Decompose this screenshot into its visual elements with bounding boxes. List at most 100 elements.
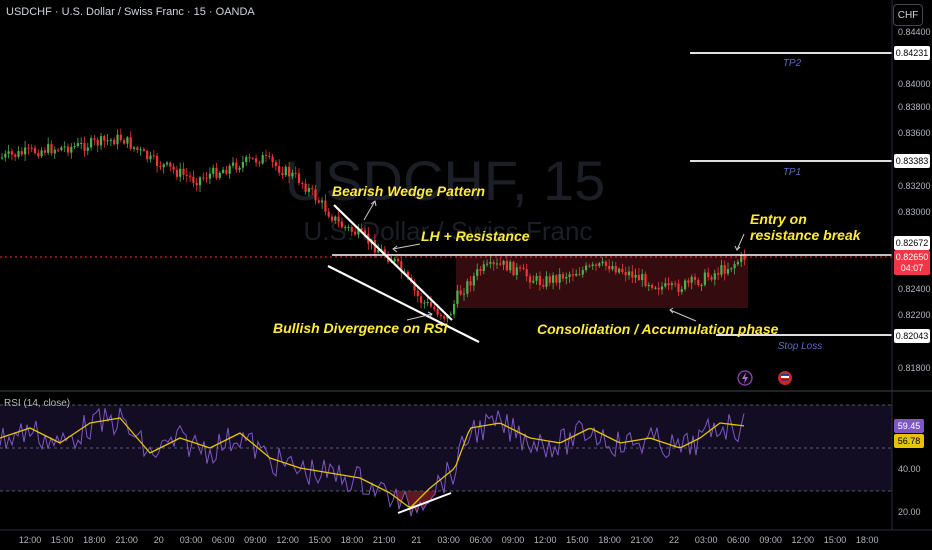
candle-body <box>261 155 264 164</box>
candle-body <box>684 280 687 290</box>
candle-body <box>436 309 439 315</box>
candle-body <box>542 285 545 287</box>
candle-body <box>456 290 459 304</box>
candle-body <box>218 172 221 178</box>
candle-body <box>512 261 515 276</box>
time-tick: 03:00 <box>180 535 203 545</box>
candle-body <box>43 150 46 153</box>
wedge-lower-line[interactable] <box>327 265 480 343</box>
candle-body <box>654 287 657 289</box>
candle-body <box>274 162 277 166</box>
svg-text:0.82043: 0.82043 <box>896 331 929 341</box>
candle-body <box>644 274 647 287</box>
candle-body <box>466 281 469 294</box>
time-tick: 18:00 <box>598 535 621 545</box>
candle-body <box>604 261 607 266</box>
candle-body <box>27 147 30 149</box>
flag-icon[interactable] <box>778 371 792 385</box>
candle-body <box>73 145 76 147</box>
price-axis[interactable]: 0.84400 0.84000 0.83800 0.83600 0.83200 … <box>898 27 931 373</box>
candle-body <box>453 303 456 315</box>
candle-body <box>420 296 423 303</box>
candle-body <box>591 264 594 267</box>
wedge-upper-line[interactable] <box>333 204 453 321</box>
annotation-entry-line2: resistance break <box>750 227 862 243</box>
time-tick: 09:00 <box>502 535 525 545</box>
candle-body <box>608 265 611 270</box>
time-tick: 15:00 <box>566 535 589 545</box>
candle-body <box>667 283 670 286</box>
candle-body <box>581 270 584 275</box>
candle-body <box>743 254 746 260</box>
candle-body <box>195 182 198 186</box>
candle-body <box>459 290 462 295</box>
candle-body <box>651 284 654 288</box>
svg-text:56.78: 56.78 <box>898 436 921 446</box>
candle-body <box>70 146 73 153</box>
svg-text:59.45: 59.45 <box>898 421 921 431</box>
candle-body <box>383 249 386 256</box>
wedge-arrow <box>363 200 376 221</box>
candle-body <box>334 216 337 221</box>
candle-body <box>519 267 522 269</box>
flash-icon[interactable] <box>737 370 753 386</box>
candle-body <box>601 261 604 264</box>
candle-body <box>486 263 489 265</box>
entry-arrow-head <box>734 245 741 251</box>
candlestick-series <box>0 128 746 323</box>
candle-body <box>532 280 535 283</box>
svg-text:0.84231: 0.84231 <box>896 48 929 58</box>
time-tick: 15:00 <box>51 535 74 545</box>
candle-body <box>113 139 116 145</box>
annotation-lh-resistance: LH + Resistance <box>421 228 530 244</box>
candle-body <box>179 168 182 177</box>
candle-body <box>156 155 159 167</box>
candle-body <box>66 146 70 153</box>
candle-body <box>4 153 7 158</box>
candle-body <box>627 271 631 276</box>
candle-body <box>103 136 106 141</box>
time-tick: 03:00 <box>437 535 460 545</box>
candle-body <box>707 272 710 278</box>
candle-body <box>568 274 571 277</box>
candle-body <box>83 143 86 151</box>
candle-body <box>515 267 518 276</box>
candle-body <box>24 147 27 155</box>
candle-body <box>106 140 109 142</box>
candle-body <box>208 173 211 179</box>
candle-body <box>538 275 541 286</box>
candle-body <box>720 265 723 275</box>
candle-body <box>403 271 406 273</box>
rsi-indicator-label[interactable]: RSI (14, close) <box>4 398 71 409</box>
candle-body <box>30 147 33 149</box>
candle-body <box>57 149 60 151</box>
candle-body <box>588 265 591 267</box>
time-axis[interactable]: 12:00 15:00 18:00 21:00 20 03:00 06:00 09:00 12:… <box>19 535 879 545</box>
time-tick: 06:00 <box>727 535 750 545</box>
time-tick: 12:00 <box>276 535 299 545</box>
candle-body <box>159 166 162 168</box>
candle-body <box>631 271 634 278</box>
candle-body <box>304 183 307 192</box>
candle-body <box>571 274 574 276</box>
annotation-bullish-divergence: Bullish Divergence on RSI <box>273 320 448 336</box>
candle-body <box>212 167 215 174</box>
candle-body <box>53 149 56 154</box>
rsi-divergence-line[interactable] <box>397 492 452 514</box>
annotation-bearish-wedge: Bearish Wedge Pattern <box>332 183 485 199</box>
candle-body <box>284 166 287 176</box>
candle-body <box>664 283 667 287</box>
candle-body <box>175 169 178 177</box>
candle-body <box>129 137 132 149</box>
candle-body <box>726 269 730 274</box>
candle-body <box>354 231 357 235</box>
candle-body <box>245 157 248 162</box>
candle-body <box>660 286 664 290</box>
time-tick: 12:00 <box>534 535 557 545</box>
candle-body <box>139 149 142 151</box>
candle-body <box>347 226 350 228</box>
currency-button[interactable]: CHF <box>893 4 923 26</box>
stop-loss-price-label: 0.82043 <box>894 329 930 343</box>
